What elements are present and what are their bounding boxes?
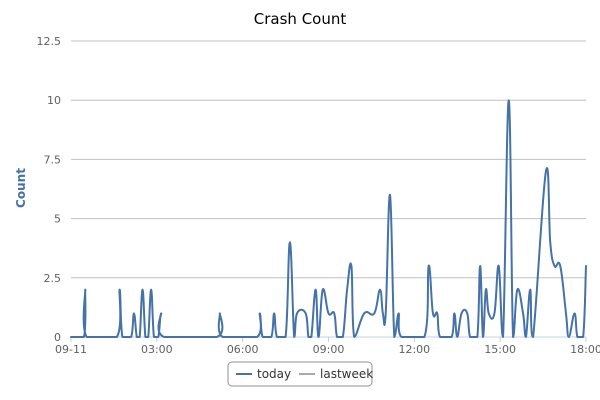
legend[interactable]: today lastweek (227, 361, 373, 387)
x-tick-label: 09:00 (313, 343, 345, 356)
x-tick-label: 03:00 (141, 343, 173, 356)
y-tick-label: 10 (47, 94, 61, 107)
y-tick-label: 7.5 (44, 153, 62, 166)
plot-area (70, 99, 587, 339)
y-tick-label: 0 (54, 331, 61, 344)
x-axis: 09-11 03:00 06:00 09:00 12:00 15:00 18:00 (55, 336, 600, 356)
x-tick-label: 18:00 (570, 343, 600, 356)
x-tick-label: 12:00 (398, 343, 430, 356)
legend-item-lastweek[interactable]: lastweek (320, 367, 373, 381)
series-line-today (70, 99, 587, 339)
x-tick-label: 06:00 (227, 343, 259, 356)
gridlines (71, 40, 586, 338)
y-axis-label: Count (14, 168, 28, 208)
x-tick-label: 15:00 (484, 343, 516, 356)
y-tick-label: 5 (54, 213, 61, 226)
y-axis-ticks: 0 2.5 5 7.5 10 12.5 (37, 35, 62, 344)
y-tick-label: 2.5 (44, 272, 62, 285)
chart-title: Crash Count (254, 10, 347, 28)
legend-item-today[interactable]: today (257, 367, 291, 381)
y-tick-label: 12.5 (37, 35, 62, 48)
x-tick-label: 09-11 (55, 343, 87, 356)
